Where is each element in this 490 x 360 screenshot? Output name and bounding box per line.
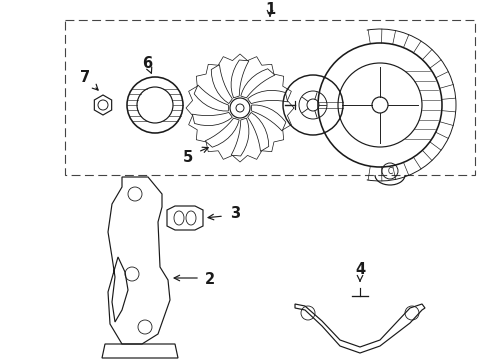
Text: 3: 3	[230, 207, 240, 221]
Text: C: C	[388, 166, 392, 175]
Text: 6: 6	[142, 55, 152, 71]
Text: 1: 1	[265, 3, 275, 18]
Text: 2: 2	[205, 273, 215, 288]
Text: 4: 4	[355, 262, 365, 278]
Text: 7: 7	[80, 69, 90, 85]
Text: 5: 5	[183, 150, 193, 166]
Bar	[65, 20, 475, 175]
